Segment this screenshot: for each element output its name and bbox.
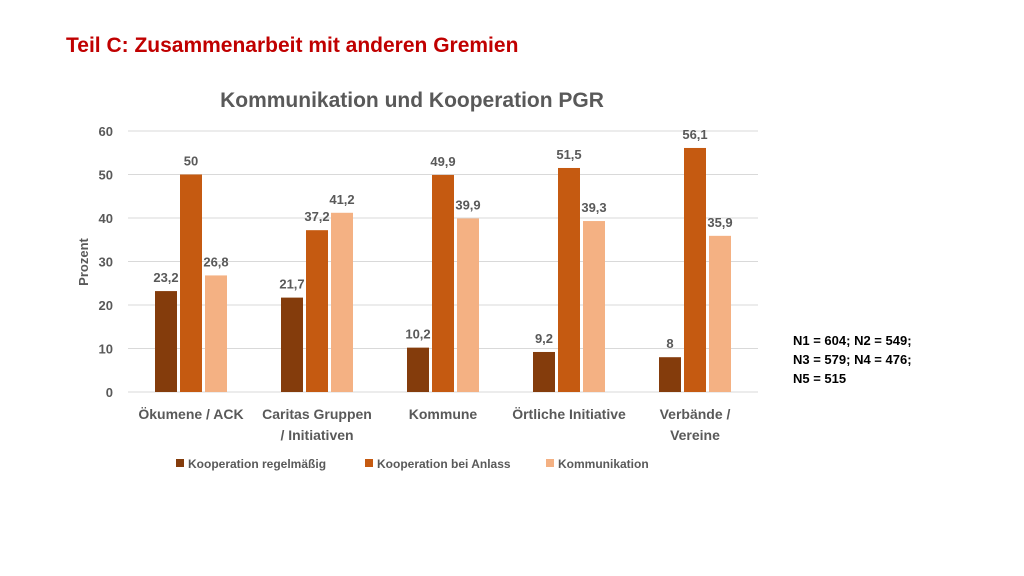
sample-size-note: N1 = 604; N2 = 549; N3 = 579; N4 = 476; … (793, 331, 912, 388)
sample-size-line: N5 = 515 (793, 371, 847, 386)
bar (659, 357, 681, 392)
data-label: 21,7 (279, 277, 304, 292)
data-label: 37,2 (304, 209, 329, 224)
x-tick-label: Ökumene / ACK (138, 406, 243, 422)
legend-swatch (546, 459, 554, 467)
bar (583, 221, 605, 392)
sample-size-line: N3 = 579; N4 = 476; (793, 352, 912, 367)
legend-item: Kooperation regelmäßig (176, 457, 326, 471)
bar (709, 235, 731, 392)
y-tick-label: 10 (99, 342, 113, 357)
data-label: 39,9 (455, 197, 480, 212)
data-label: 10,2 (405, 327, 430, 342)
data-label: 39,3 (581, 200, 606, 215)
sample-size-line: N1 = 604; N2 = 549; (793, 333, 912, 348)
legend-label: Kommunikation (558, 457, 649, 471)
y-tick-label: 40 (99, 211, 113, 226)
legend-swatch (176, 459, 184, 467)
data-label: 23,2 (153, 270, 178, 285)
slide-title: Teil C: Zusammenarbeit mit anderen Gremi… (66, 34, 519, 57)
y-axis-label: Prozent (76, 237, 91, 285)
legend-swatch (365, 459, 373, 467)
bar (684, 147, 706, 392)
x-tick-label: Kommune (409, 406, 478, 422)
y-tick-label: 20 (99, 298, 113, 313)
y-axis-ticks: 0 10 20 30 40 50 60 (99, 124, 113, 400)
data-label: 51,5 (556, 147, 581, 162)
x-tick-label: Verbände / (660, 406, 731, 422)
data-label: 50 (184, 154, 198, 169)
bar (180, 174, 202, 392)
bar (457, 218, 479, 392)
data-labels: 23,2 50 26,8 21,7 37,241,2 10,2 49,9 39,9 9,2 51,… (153, 127, 732, 351)
bar (331, 212, 353, 392)
legend: Kooperation regelmäßig Kooperation bei An… (176, 457, 649, 471)
x-tick-label: Vereine (670, 427, 720, 443)
bar (533, 351, 555, 392)
x-tick-label: / Initiativen (280, 427, 353, 443)
chart-title: Kommunikation und Kooperation PGR (220, 89, 604, 112)
legend-item: Kommunikation (546, 457, 649, 471)
bar (281, 297, 303, 392)
data-label: 41,2 (329, 192, 354, 207)
bar (432, 174, 454, 392)
bar (205, 275, 227, 392)
data-label: 56,1 (682, 127, 707, 142)
y-tick-label: 60 (99, 124, 113, 139)
bar (306, 230, 328, 392)
data-label: 8 (666, 336, 673, 351)
legend-item: Kooperation bei Anlass (365, 457, 511, 471)
bar (407, 347, 429, 392)
bars (155, 147, 731, 392)
y-tick-label: 50 (99, 168, 113, 183)
legend-label: Kooperation bei Anlass (377, 457, 511, 471)
y-tick-label: 30 (99, 255, 113, 270)
data-label: 26,8 (203, 254, 228, 269)
data-label: 9,2 (535, 331, 553, 346)
bar (558, 167, 580, 392)
y-tick-label: 0 (106, 385, 113, 400)
x-axis-ticks: Ökumene / ACK Caritas Gruppen / Initiative… (138, 406, 730, 443)
data-label: 49,9 (430, 154, 455, 169)
x-tick-label: Caritas Gruppen (262, 406, 372, 422)
bar (155, 291, 177, 392)
legend-label: Kooperation regelmäßig (188, 457, 326, 471)
data-label: 35,9 (707, 215, 732, 230)
x-tick-label: Örtliche Initiative (512, 406, 626, 422)
